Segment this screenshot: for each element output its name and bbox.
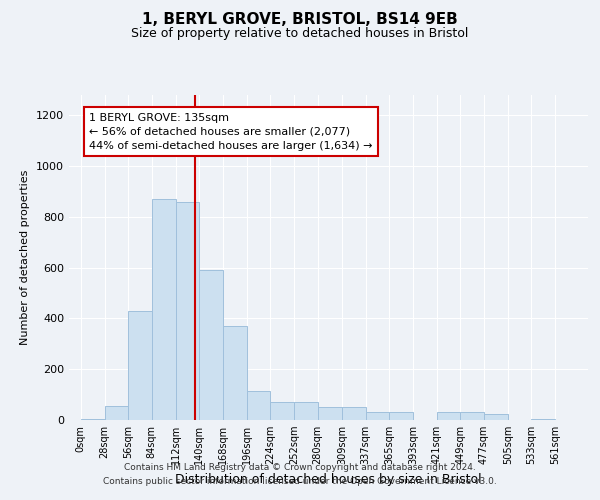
Y-axis label: Number of detached properties: Number of detached properties (20, 170, 31, 345)
Bar (128, 311, 152, 420)
Bar (532, 418, 555, 420)
Bar (223, 326, 247, 420)
Bar (199, 270, 223, 420)
Bar (365, 412, 389, 420)
Bar (152, 199, 176, 420)
Text: Contains HM Land Registry data © Crown copyright and database right 2024.: Contains HM Land Registry data © Crown c… (124, 464, 476, 472)
Bar (270, 402, 294, 420)
Bar (317, 408, 342, 420)
Bar (437, 412, 460, 420)
Bar (247, 391, 270, 420)
Bar (294, 402, 317, 420)
X-axis label: Distribution of detached houses by size in Bristol: Distribution of detached houses by size … (175, 472, 482, 486)
Bar (460, 412, 484, 420)
Bar (104, 406, 128, 420)
Bar (81, 418, 104, 420)
Text: Size of property relative to detached houses in Bristol: Size of property relative to detached ho… (131, 28, 469, 40)
Text: 1 BERYL GROVE: 135sqm
← 56% of detached houses are smaller (2,077)
44% of semi-d: 1 BERYL GROVE: 135sqm ← 56% of detached … (89, 113, 373, 151)
Text: Contains public sector information licensed under the Open Government Licence v3: Contains public sector information licen… (103, 477, 497, 486)
Bar (176, 202, 199, 420)
Bar (484, 414, 508, 420)
Bar (389, 412, 413, 420)
Bar (342, 408, 365, 420)
Text: 1, BERYL GROVE, BRISTOL, BS14 9EB: 1, BERYL GROVE, BRISTOL, BS14 9EB (142, 12, 458, 28)
